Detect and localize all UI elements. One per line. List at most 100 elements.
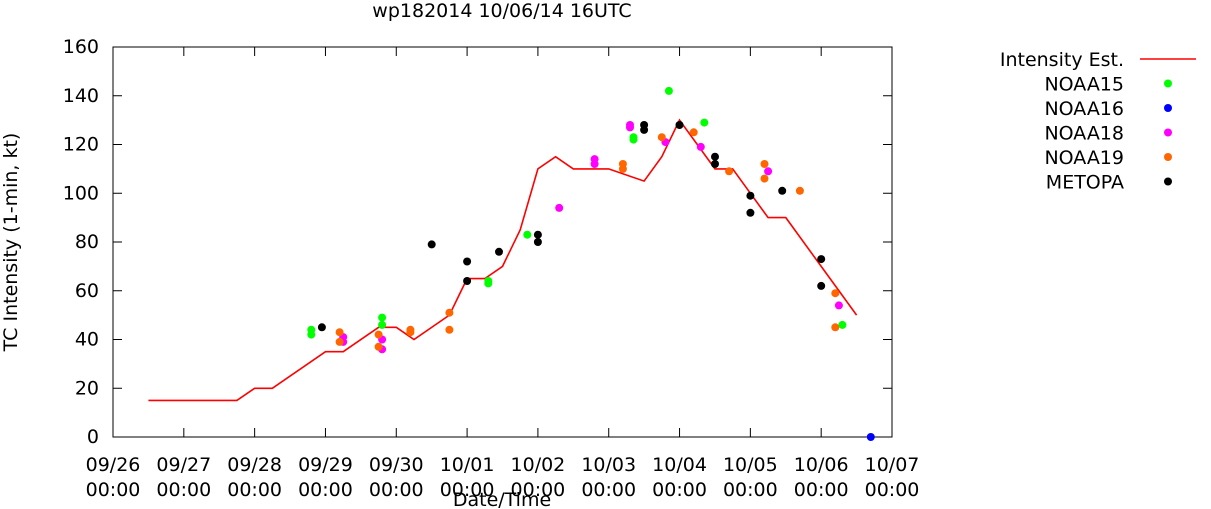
noaa15-point	[838, 320, 847, 329]
metopa-point	[711, 152, 719, 161]
noaa18-point	[696, 142, 705, 151]
legend-label-intensity-est-: Intensity Est.	[1000, 49, 1124, 71]
y-tick-label: 100	[63, 182, 99, 204]
metopa-point	[317, 323, 326, 332]
noaa19-point	[689, 128, 698, 137]
x-tick-time-label: 00:00	[298, 479, 353, 501]
x-tick-date-label: 10/07	[865, 454, 920, 476]
noaa19-point	[725, 167, 734, 176]
x-tick-time-label: 00:00	[86, 479, 141, 501]
x-tick-date-label: 10/02	[511, 454, 566, 476]
legend-label-noaa16: NOAA16	[1044, 98, 1124, 120]
noaa19-point	[760, 160, 769, 168]
metopa-point	[463, 257, 472, 266]
legend-label-noaa19: NOAA19	[1044, 147, 1124, 169]
x-tick-time-label: 00:00	[156, 479, 211, 501]
x-tick-date-label: 09/30	[369, 454, 424, 476]
noaa19-point	[335, 337, 344, 346]
legend-point-swatch	[1164, 128, 1172, 137]
noaa15-point	[700, 118, 709, 127]
metopa-point	[817, 255, 826, 264]
chart-title: wp182014 10/06/14 16UTC	[372, 0, 631, 22]
x-tick-time-label: 00:00	[581, 479, 636, 501]
x-tick-date-label: 09/29	[298, 454, 353, 476]
legend-point-swatch	[1164, 79, 1172, 88]
noaa19-point	[657, 133, 666, 142]
metopa-point	[640, 125, 649, 134]
noaa19-point	[374, 342, 383, 351]
noaa15-point	[629, 135, 638, 144]
legend-label-noaa15: NOAA15	[1044, 74, 1124, 96]
y-tick-label: 80	[75, 231, 99, 253]
x-tick-time-label: 00:00	[511, 479, 566, 501]
intensity-estimate-line	[148, 118, 858, 402]
metopa-point	[778, 186, 787, 195]
y-tick-labels: 0 20 40 60 80 100 120 140 160	[63, 36, 99, 448]
x-tick-time-label: 00:00	[227, 479, 282, 501]
noaa19-point	[445, 308, 454, 317]
series-layer	[148, 86, 875, 441]
noaa18-point	[834, 301, 843, 310]
y-tick-label: 20	[75, 377, 99, 399]
x-tick-date-label: 09/28	[227, 454, 282, 476]
noaa18-point	[764, 167, 773, 176]
x-tick-time-label: 00:00	[652, 479, 707, 501]
metopa-point	[711, 160, 719, 168]
y-tick-label: 120	[63, 134, 99, 156]
x-tick-date-label: 10/06	[794, 454, 849, 476]
metopa-point	[746, 191, 755, 200]
y-tick-label: 40	[75, 329, 99, 351]
metopa-point	[746, 208, 755, 217]
x-tick-date-label: 09/27	[156, 454, 211, 476]
noaa19-point	[831, 323, 840, 332]
x-tick-time-label: 00:00	[794, 479, 849, 501]
metopa-point	[675, 121, 684, 129]
y-axis-label: TC Intensity (1-min, kt)	[0, 133, 22, 353]
noaa15-point	[523, 230, 532, 239]
noaa15-point	[378, 320, 387, 329]
noaa15-point	[307, 330, 316, 339]
x-tick-date-label: 10/04	[652, 454, 707, 476]
metopa-point	[533, 230, 542, 239]
noaa19-point	[406, 328, 415, 337]
x-tick-labels: 09/26 00:00 09/27 00:00 09/28 00:00 09/29 00:00…	[86, 454, 920, 501]
x-tick-date-label: 10/05	[723, 454, 778, 476]
x-tick-time-label: 00:00	[369, 479, 424, 501]
noaa19-point	[335, 328, 344, 337]
plot-frame	[112, 46, 893, 438]
y-tick-label: 0	[87, 426, 99, 448]
y-tick-label: 160	[63, 36, 99, 58]
metopa-point	[495, 247, 503, 256]
legend-label-noaa18: NOAA18	[1044, 123, 1124, 145]
noaa19-point	[760, 174, 769, 183]
x-tick-time-label: 00:00	[865, 479, 920, 501]
noaa18-point	[626, 123, 634, 132]
legend-point-swatch	[1164, 177, 1172, 186]
noaa15-point	[664, 86, 673, 95]
noaa19-point	[795, 186, 804, 195]
legend-point-swatch	[1164, 153, 1172, 161]
x-tick-date-label: 10/03	[581, 454, 636, 476]
x-axis-label: Date/Time	[453, 489, 551, 509]
metopa-point	[463, 277, 472, 285]
noaa19-point	[831, 289, 840, 298]
x-tick-time-label: 00:00	[440, 479, 495, 501]
noaa16-point	[866, 433, 875, 441]
x-tick-date-label: 09/26	[86, 454, 141, 476]
noaa18-point	[590, 160, 599, 168]
x-tick-date-label: 10/01	[440, 454, 495, 476]
noaa19-point	[445, 325, 454, 334]
noaa15-point	[378, 313, 387, 322]
legend-point-swatch	[1164, 104, 1172, 112]
y-tick-label: 140	[63, 85, 99, 107]
noaa15-point	[484, 279, 493, 288]
metopa-point	[427, 240, 436, 249]
y-tick-label: 60	[75, 280, 99, 302]
x-tick-time-label: 00:00	[723, 479, 778, 501]
axis-ticks	[112, 46, 893, 438]
noaa19-point	[374, 330, 383, 339]
metopa-point	[533, 238, 542, 246]
noaa18-point	[555, 203, 564, 212]
